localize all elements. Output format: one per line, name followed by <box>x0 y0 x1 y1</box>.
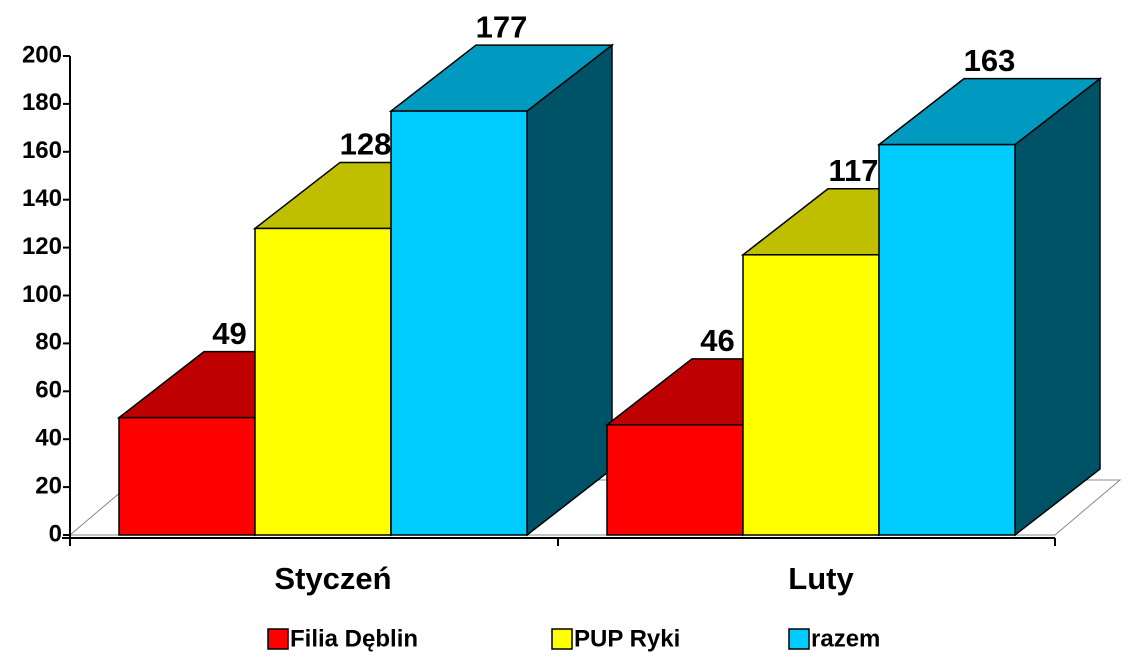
value-label: 46 <box>700 323 734 358</box>
value-label: 128 <box>340 127 392 162</box>
y-tick-label: 20 <box>35 472 62 499</box>
bar-side <box>526 43 613 537</box>
legend-label: PUP Ryki <box>574 625 680 652</box>
bar <box>254 227 392 536</box>
y-tick-label: 200 <box>22 41 62 68</box>
value-label: 49 <box>212 316 246 351</box>
x-tick-label: Styczeń <box>274 561 391 596</box>
bar <box>742 254 880 536</box>
value-label: 177 <box>476 9 528 44</box>
y-tick-label: 160 <box>22 137 62 164</box>
y-tick-label: 180 <box>22 89 62 116</box>
y-tick-label: 40 <box>35 425 62 452</box>
bar-side <box>1014 77 1101 537</box>
y-tick-label: 60 <box>35 377 62 404</box>
x-tick-label: Luty <box>788 561 854 596</box>
y-tick-label: 80 <box>35 329 62 356</box>
legend-swatch <box>551 628 573 650</box>
bar <box>606 424 744 536</box>
legend-label: Filia Dęblin <box>290 625 418 652</box>
value-label: 163 <box>964 43 1016 78</box>
y-tick-label: 120 <box>22 233 62 260</box>
bar <box>118 416 256 536</box>
value-label: 117 <box>828 153 878 188</box>
y-tick-label: 100 <box>22 281 62 308</box>
legend-swatch <box>788 628 810 650</box>
bar <box>390 110 528 536</box>
legend-swatch <box>267 628 289 650</box>
y-tick-label: 140 <box>22 185 62 212</box>
bar <box>878 143 1016 536</box>
y-tick-label: 0 <box>49 520 62 547</box>
legend-label: razem <box>811 625 880 652</box>
